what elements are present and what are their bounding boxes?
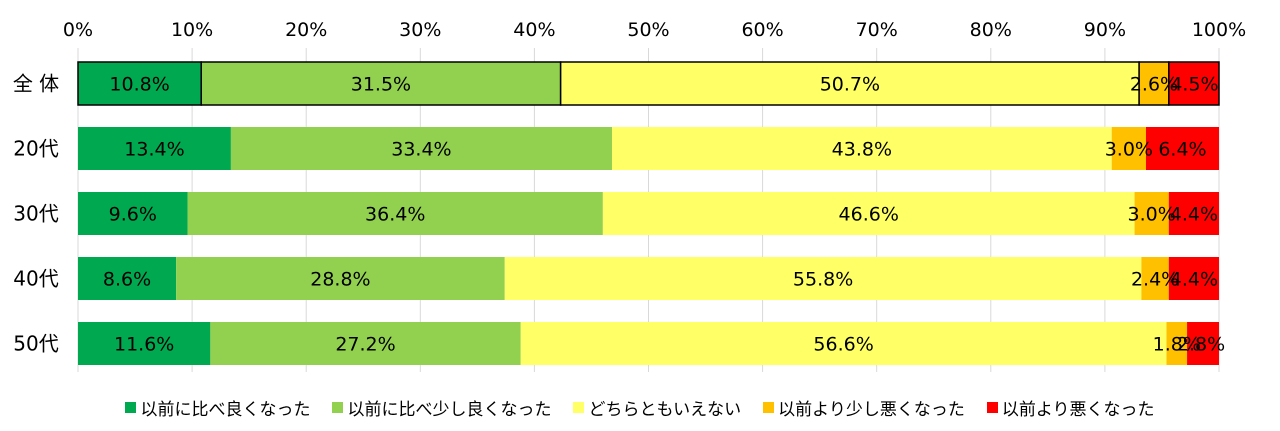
data-label: 2.6% xyxy=(1130,74,1178,96)
legend: 以前に比べ良くなった 以前に比べ少し良くなった どちらともいえない 以前より少し悪くな… xyxy=(0,392,1280,422)
category-label: 30代 xyxy=(13,202,58,226)
data-label: 4.4% xyxy=(1170,269,1218,291)
data-label: 6.4% xyxy=(1158,139,1206,161)
legend-swatch xyxy=(332,401,344,413)
bar-segment xyxy=(77,61,202,106)
data-label: 13.4% xyxy=(124,139,184,161)
data-label: 2.8% xyxy=(1177,334,1225,356)
bar-segment xyxy=(1166,322,1188,365)
data-label: 9.6% xyxy=(109,204,157,226)
bar-segment xyxy=(1168,192,1219,235)
x-tick-label: 0% xyxy=(63,19,93,41)
bar-segment xyxy=(1111,127,1146,170)
bars: 10.8% 31.5% 50.7% 2.6%4.5% 13.4% 33.4% 43.8% 3.… xyxy=(77,61,1225,365)
legend-item: 以前に比べ少し良くなった xyxy=(332,395,551,420)
data-label: 55.8% xyxy=(793,269,853,291)
category-label: 全 体 xyxy=(13,72,59,96)
bar-segment xyxy=(200,61,562,106)
legend-swatch xyxy=(125,401,137,413)
bar-segment xyxy=(187,192,603,235)
legend-item: 以前より少し悪くなった xyxy=(763,395,965,420)
x-tick-label: 70% xyxy=(856,19,898,41)
x-tick-label: 60% xyxy=(741,19,783,41)
bar-segment xyxy=(611,127,1112,170)
legend-label: どちらともいえない xyxy=(588,399,742,420)
data-label: 2.4% xyxy=(1131,269,1179,291)
bar-segment xyxy=(1138,61,1170,106)
x-axis-tick-labels: 0% 10% 20% 30% 40% 50% 60% 70% 80% 90% 100% xyxy=(63,19,1246,41)
x-tick-label: 50% xyxy=(627,19,669,41)
data-label: 33.4% xyxy=(391,139,451,161)
legend-item: 以前より悪くなった xyxy=(986,395,1155,420)
x-tick-label: 40% xyxy=(513,19,555,41)
x-tick-label: 10% xyxy=(171,19,213,41)
data-label: 3.0% xyxy=(1128,204,1176,226)
x-tick-label: 20% xyxy=(285,19,327,41)
legend-label: 以前に比べ少し良くなった xyxy=(347,399,552,420)
data-label: 46.6% xyxy=(839,204,899,226)
x-tick-label: 90% xyxy=(1084,19,1126,41)
x-tick-label: 100% xyxy=(1192,19,1246,41)
bar-segment xyxy=(1168,61,1220,106)
category-label: 50代 xyxy=(13,332,58,356)
legend-label: 以前より少し悪くなった xyxy=(778,399,965,420)
data-label: 56.6% xyxy=(813,334,873,356)
x-tick-label: 30% xyxy=(399,19,441,41)
bar-segment xyxy=(1145,127,1219,170)
bar-segment xyxy=(520,322,1167,365)
data-label: 36.4% xyxy=(365,204,425,226)
data-label: 4.5% xyxy=(1170,74,1218,96)
data-label: 10.8% xyxy=(109,74,169,96)
legend-item: 以前に比べ良くなった xyxy=(125,395,310,420)
bar-segment xyxy=(1134,192,1169,235)
legend-swatch xyxy=(986,401,998,413)
data-label: 31.5% xyxy=(351,74,411,96)
legend-label: 以前より悪くなった xyxy=(1001,399,1155,420)
bar-segment xyxy=(1187,322,1219,365)
x-tick-label: 80% xyxy=(970,19,1012,41)
bar-segment xyxy=(602,192,1135,235)
category-label: 40代 xyxy=(13,267,58,291)
bar-segment xyxy=(504,257,1142,300)
category-labels: 全 体 20代 30代 40代 50代 xyxy=(13,72,59,356)
legend-swatch xyxy=(573,401,585,413)
legend-item: どちらともいえない xyxy=(573,395,741,420)
data-label: 11.6% xyxy=(114,334,174,356)
bar-segment xyxy=(78,127,231,170)
bar-segment xyxy=(78,322,211,365)
bar-segment xyxy=(1141,257,1169,300)
data-label: 50.7% xyxy=(820,74,880,96)
bar-segment xyxy=(1168,257,1219,300)
bar-segment xyxy=(176,257,505,300)
data-label: 27.2% xyxy=(335,334,395,356)
bar-segment xyxy=(210,322,521,365)
bar-segment xyxy=(230,127,612,170)
legend-label: 以前に比べ良くなった xyxy=(140,399,311,420)
data-label: 1.8% xyxy=(1153,334,1201,356)
data-label: 43.8% xyxy=(832,139,892,161)
data-label: 4.4% xyxy=(1170,204,1218,226)
data-label: 3.0% xyxy=(1105,139,1153,161)
legend-swatch xyxy=(763,401,775,413)
bar-segment xyxy=(78,192,188,235)
data-label: 8.6% xyxy=(103,269,151,291)
data-label: 28.8% xyxy=(310,269,370,291)
bar-segment xyxy=(78,257,177,300)
category-label: 20代 xyxy=(13,137,58,161)
